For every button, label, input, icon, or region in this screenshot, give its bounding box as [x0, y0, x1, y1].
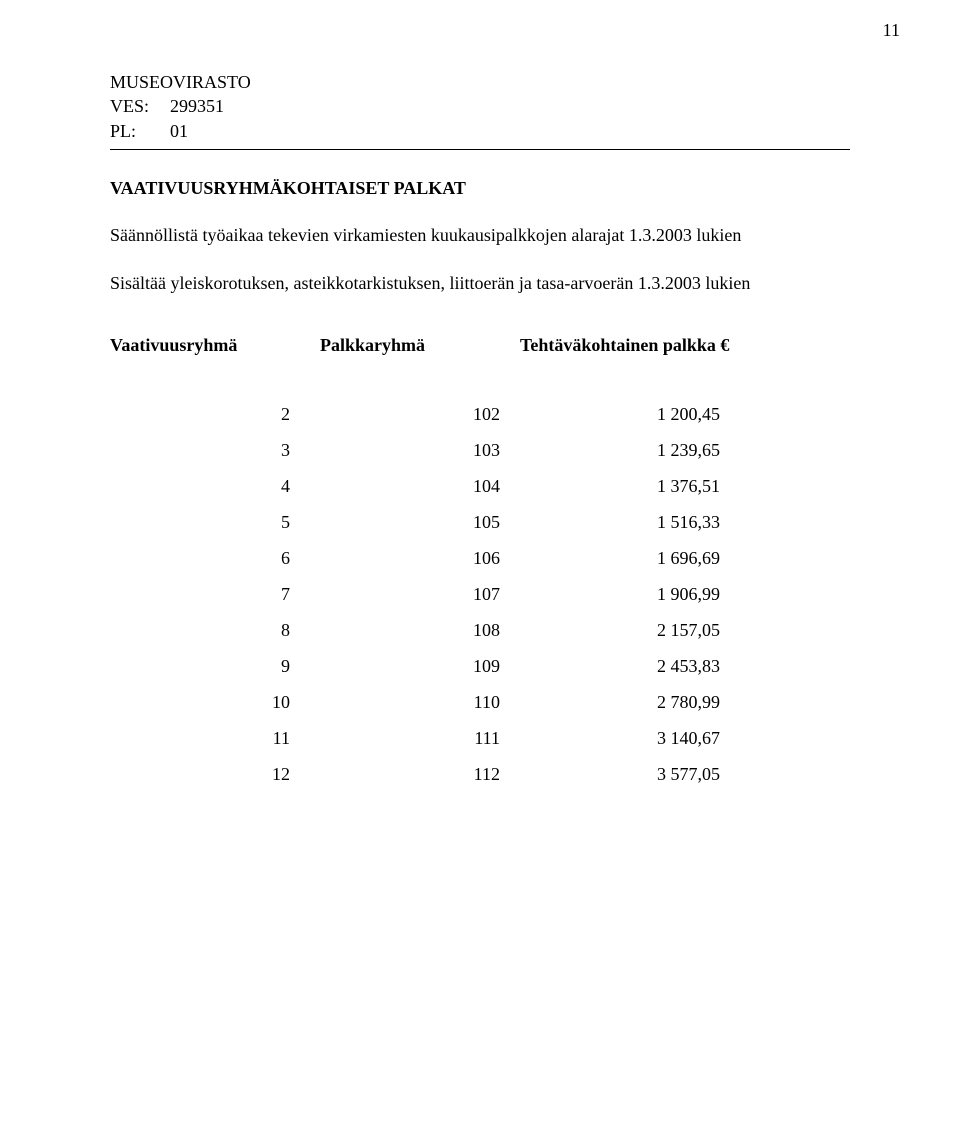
section-title: VAATIVUUSRYHMÄKOHTAISET PALKAT — [110, 178, 850, 199]
cell-c2: 106 — [320, 540, 540, 576]
cell-c3: 3 577,05 — [540, 756, 720, 792]
cell-c1: 8 — [110, 612, 320, 648]
cell-c2: 107 — [320, 576, 540, 612]
cell-c2: 105 — [320, 504, 540, 540]
cell-c2: 109 — [320, 648, 540, 684]
cell-c1: 12 — [110, 756, 320, 792]
table-row: 3 103 1 239,65 — [110, 432, 850, 468]
cell-c1: 3 — [110, 432, 320, 468]
table-row: 9 109 2 453,83 — [110, 648, 850, 684]
cell-c1: 9 — [110, 648, 320, 684]
table-row: 8 108 2 157,05 — [110, 612, 850, 648]
table-row: 4 104 1 376,51 — [110, 468, 850, 504]
cell-c3: 2 453,83 — [540, 648, 720, 684]
cell-c2: 110 — [320, 684, 540, 720]
table-header-col1: Vaativuusryhmä — [110, 335, 320, 356]
paragraph-1: Säännöllistä työaikaa tekevien virkamies… — [110, 223, 850, 247]
cell-c3: 1 376,51 — [540, 468, 720, 504]
org-name: MUSEOVIRASTO — [110, 70, 850, 94]
page-number: 11 — [883, 20, 900, 41]
cell-c3: 1 516,33 — [540, 504, 720, 540]
page: 11 MUSEOVIRASTO VES: 299351 PL: 01 VAATI… — [0, 0, 960, 1126]
table-row: 10 110 2 780,99 — [110, 684, 850, 720]
cell-c3: 1 200,45 — [540, 396, 720, 432]
cell-c1: 10 — [110, 684, 320, 720]
cell-c2: 108 — [320, 612, 540, 648]
table-header-col2: Palkkaryhmä — [320, 335, 520, 356]
data-table: 2 102 1 200,45 3 103 1 239,65 4 104 1 37… — [110, 396, 850, 792]
cell-c1: 7 — [110, 576, 320, 612]
cell-c3: 1 239,65 — [540, 432, 720, 468]
cell-c3: 2 780,99 — [540, 684, 720, 720]
ves-label: VES: — [110, 94, 170, 118]
pl-value: 01 — [170, 119, 188, 143]
cell-c3: 3 140,67 — [540, 720, 720, 756]
table-row: 6 106 1 696,69 — [110, 540, 850, 576]
cell-c2: 111 — [320, 720, 540, 756]
cell-c1: 2 — [110, 396, 320, 432]
pl-label: PL: — [110, 119, 170, 143]
table-header-row: Vaativuusryhmä Palkkaryhmä Tehtäväkohtai… — [110, 335, 850, 356]
cell-c1: 5 — [110, 504, 320, 540]
org-pl-line: PL: 01 — [110, 119, 850, 143]
table-row: 12 112 3 577,05 — [110, 756, 850, 792]
cell-c2: 102 — [320, 396, 540, 432]
cell-c3: 1 906,99 — [540, 576, 720, 612]
paragraph-2: Sisältää yleiskorotuksen, asteikkotarkis… — [110, 271, 850, 295]
cell-c3: 2 157,05 — [540, 612, 720, 648]
cell-c1: 4 — [110, 468, 320, 504]
org-block: MUSEOVIRASTO VES: 299351 PL: 01 — [110, 70, 850, 143]
table-row: 5 105 1 516,33 — [110, 504, 850, 540]
cell-c1: 6 — [110, 540, 320, 576]
table-header-col3: Tehtäväkohtainen palkka € — [520, 335, 850, 356]
horizontal-rule — [110, 149, 850, 150]
cell-c2: 112 — [320, 756, 540, 792]
ves-value: 299351 — [170, 94, 224, 118]
cell-c3: 1 696,69 — [540, 540, 720, 576]
table-row: 2 102 1 200,45 — [110, 396, 850, 432]
table-row: 11 111 3 140,67 — [110, 720, 850, 756]
cell-c1: 11 — [110, 720, 320, 756]
cell-c2: 104 — [320, 468, 540, 504]
org-ves-line: VES: 299351 — [110, 94, 850, 118]
cell-c2: 103 — [320, 432, 540, 468]
table-row: 7 107 1 906,99 — [110, 576, 850, 612]
